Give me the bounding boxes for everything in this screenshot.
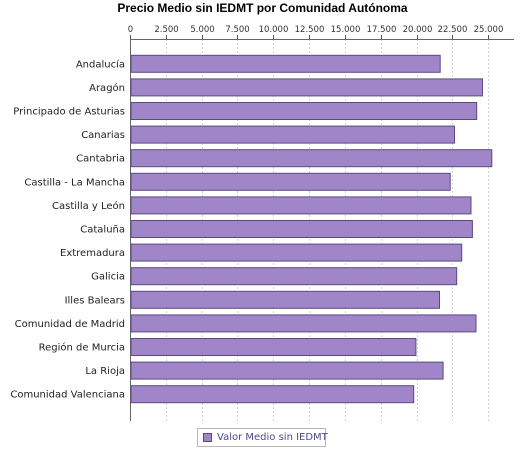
legend: Valor Medio sin IEDMT xyxy=(197,428,328,447)
bar xyxy=(130,125,455,144)
tick-label: 15.000 xyxy=(331,25,361,35)
category-label: Castilla - La Mancha xyxy=(24,177,125,188)
category-label: Cataluña xyxy=(80,225,125,236)
category-label: Andalucía xyxy=(76,58,125,70)
bar xyxy=(130,172,451,191)
legend-label: Valor Medio sin IEDMT xyxy=(217,432,328,443)
tick-label: 2.500 xyxy=(154,25,178,35)
bar xyxy=(130,290,440,309)
category-labels: Andalucía Aragón Principado de Asturias Can… xyxy=(10,58,125,400)
bar xyxy=(130,78,483,97)
bar xyxy=(130,220,473,238)
legend-swatch xyxy=(203,433,212,442)
bar xyxy=(130,267,458,286)
category-label: Galicia xyxy=(91,272,125,283)
bar xyxy=(130,243,463,262)
bar xyxy=(130,149,493,168)
category-label: Castilla y León xyxy=(52,200,125,212)
category-label: Canarias xyxy=(81,130,125,141)
bars xyxy=(130,54,493,404)
category-label: Principado de Asturias xyxy=(13,107,125,118)
bar xyxy=(130,314,477,333)
category-label: Región de Murcia xyxy=(39,342,125,354)
category-label: Illes Balears xyxy=(65,295,125,306)
category-label: La Rioja xyxy=(85,366,125,377)
bar xyxy=(130,102,478,120)
bar xyxy=(130,385,415,404)
tick-label: 10.000 xyxy=(259,25,289,35)
category-label: Cantabria xyxy=(76,154,125,165)
category-label: Aragón xyxy=(89,82,125,94)
tick-label: 0 xyxy=(128,25,133,35)
tick-label: 20.000 xyxy=(403,25,433,35)
tick-label: 12.500 xyxy=(295,25,325,35)
tick-label: 7.500 xyxy=(225,25,249,35)
category-label: Comunidad de Madrid xyxy=(15,319,125,330)
bar xyxy=(130,54,441,73)
category-label: Extremadura xyxy=(60,248,125,259)
category-label: Comunidad Valenciana xyxy=(10,390,125,401)
tick-label: 17.500 xyxy=(367,25,397,35)
chart-title: Precio Medio sin IEDMT por Comunidad Aut… xyxy=(117,1,408,15)
tick-label: 22.500 xyxy=(438,25,468,35)
tick-label: 5.000 xyxy=(190,25,214,35)
bar xyxy=(130,196,472,215)
bar xyxy=(130,361,444,380)
bar xyxy=(130,338,417,356)
tick-label: 25.000 xyxy=(474,25,504,35)
